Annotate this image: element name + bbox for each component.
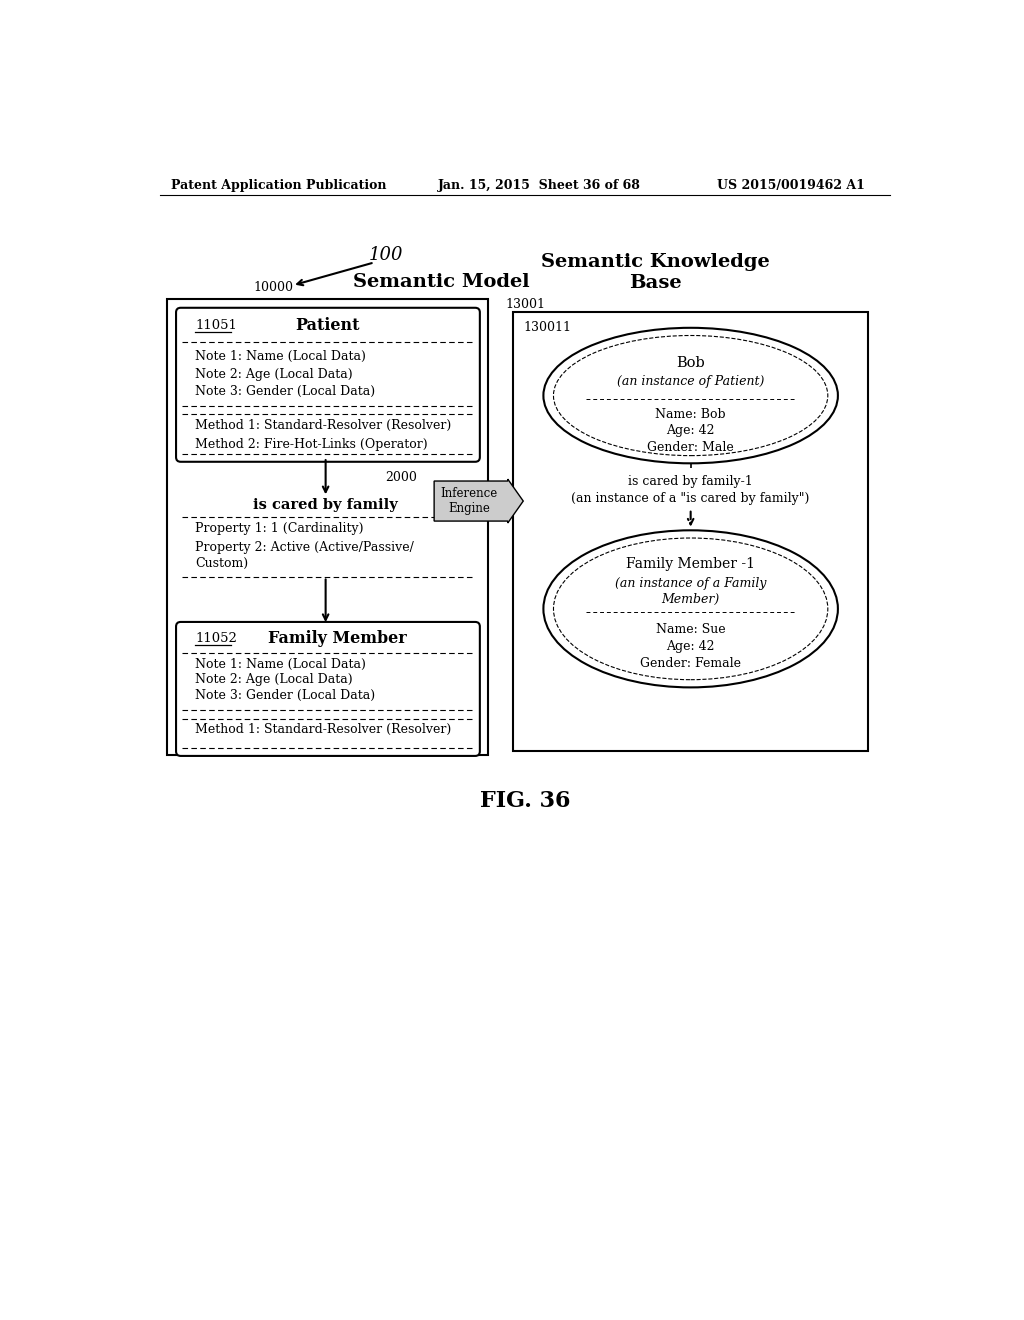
Text: Note 1: Name (Local Data): Note 1: Name (Local Data) [196, 350, 367, 363]
Text: Patent Application Publication: Patent Application Publication [171, 178, 386, 191]
Text: 130011: 130011 [523, 321, 571, 334]
FancyArrow shape [434, 479, 523, 523]
Text: Patient: Patient [296, 317, 360, 334]
Text: Name: Sue: Name: Sue [655, 623, 725, 636]
Text: Member): Member) [662, 593, 720, 606]
Text: US 2015/0019462 A1: US 2015/0019462 A1 [717, 178, 865, 191]
Text: (an instance of Patient): (an instance of Patient) [617, 375, 764, 388]
Text: Family Member -1: Family Member -1 [626, 557, 755, 572]
Text: Inference
Engine: Inference Engine [440, 487, 498, 515]
Text: Family Member: Family Member [268, 630, 407, 647]
Text: Age: 42: Age: 42 [667, 640, 715, 653]
Text: Property 1: 1 (Cardinality): Property 1: 1 (Cardinality) [196, 523, 364, 536]
Text: Note 2: Age (Local Data): Note 2: Age (Local Data) [196, 673, 353, 686]
Text: Custom): Custom) [196, 557, 249, 570]
Text: is cared by family-1: is cared by family-1 [629, 475, 753, 488]
Text: Jan. 15, 2015  Sheet 36 of 68: Jan. 15, 2015 Sheet 36 of 68 [438, 178, 641, 191]
Text: (an instance of a Family: (an instance of a Family [614, 577, 766, 590]
Text: (an instance of a "is cared by family"): (an instance of a "is cared by family") [571, 492, 810, 506]
Bar [167, 298, 488, 755]
Text: 2000: 2000 [385, 471, 417, 484]
Text: 13001: 13001 [506, 298, 546, 312]
Ellipse shape [544, 531, 838, 688]
Text: Method 1: Standard-Resolver (Resolver): Method 1: Standard-Resolver (Resolver) [196, 722, 452, 735]
Text: Age: 42: Age: 42 [667, 425, 715, 437]
Text: 100: 100 [369, 246, 402, 264]
FancyBboxPatch shape [176, 308, 480, 462]
Text: is cared by family: is cared by family [253, 498, 398, 512]
Text: Gender: Male: Gender: Male [647, 441, 734, 454]
Text: FIG. 36: FIG. 36 [479, 791, 570, 812]
Ellipse shape [544, 327, 838, 463]
Text: Note 3: Gender (Local Data): Note 3: Gender (Local Data) [196, 385, 376, 399]
Ellipse shape [554, 335, 827, 455]
Text: Property 2: Active (Active/Passive/: Property 2: Active (Active/Passive/ [196, 541, 415, 554]
Text: 11052: 11052 [196, 631, 238, 644]
Text: Semantic Model: Semantic Model [352, 273, 529, 290]
Text: Name: Bob: Name: Bob [655, 408, 726, 421]
Text: Note 1: Name (Local Data): Note 1: Name (Local Data) [196, 657, 367, 671]
Text: Note 3: Gender (Local Data): Note 3: Gender (Local Data) [196, 689, 376, 702]
Text: Semantic Knowledge
Base: Semantic Knowledge Base [541, 253, 769, 292]
Bar [513, 313, 868, 751]
Text: Method 1: Standard-Resolver (Resolver): Method 1: Standard-Resolver (Resolver) [196, 418, 452, 432]
Text: Method 2: Fire-Hot-Links (Operator): Method 2: Fire-Hot-Links (Operator) [196, 437, 428, 450]
Text: 10000: 10000 [254, 281, 294, 294]
Text: 11051: 11051 [196, 319, 238, 333]
Text: Bob: Bob [676, 356, 706, 370]
Text: Gender: Female: Gender: Female [640, 657, 741, 671]
FancyBboxPatch shape [176, 622, 480, 756]
Ellipse shape [554, 539, 827, 680]
Text: Note 2: Age (Local Data): Note 2: Age (Local Data) [196, 367, 353, 380]
